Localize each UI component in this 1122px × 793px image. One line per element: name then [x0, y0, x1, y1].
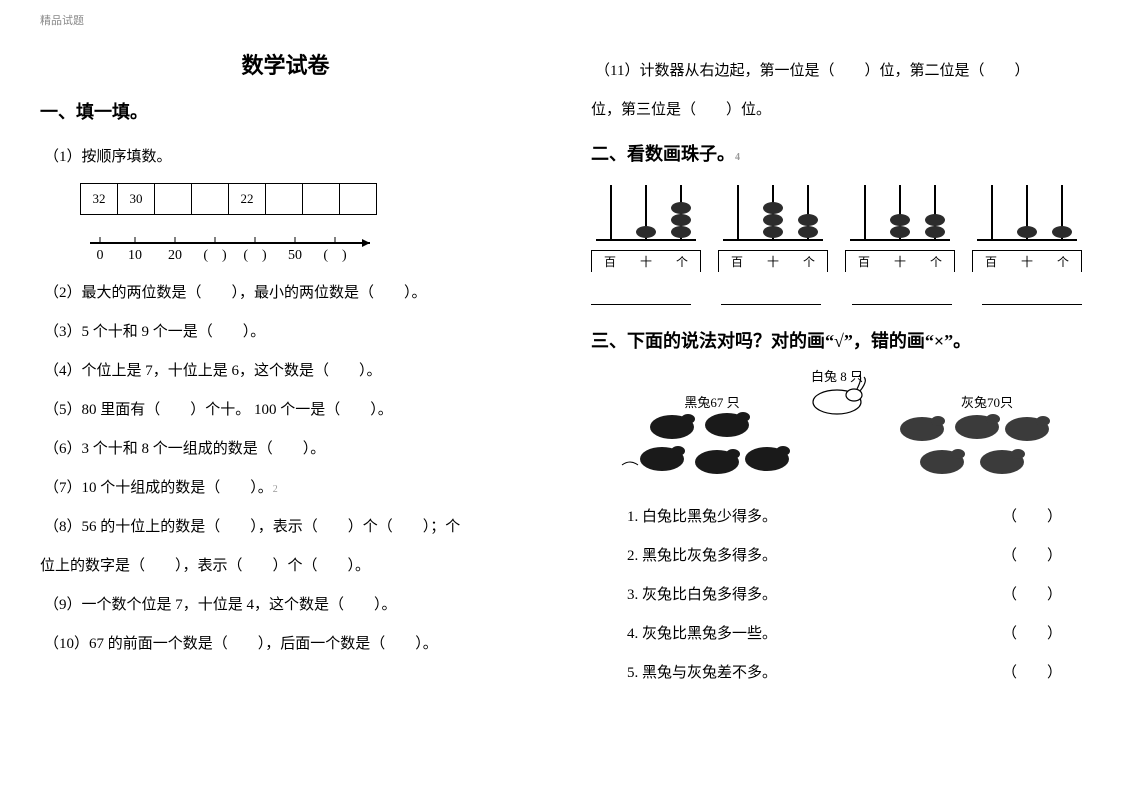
seq-cell [303, 184, 340, 215]
seq-cell [155, 184, 192, 215]
q1: （1）按顺序填数。 [40, 138, 531, 177]
tf-blank: （ ） [1002, 537, 1062, 576]
answer-blank [852, 290, 952, 305]
seq-cell [192, 184, 229, 215]
tf-blank: （ ） [1002, 576, 1062, 615]
svg-text:10: 10 [128, 248, 142, 263]
tf-item: 4. 灰兔比黑兔多一些。 （ ） [591, 615, 1082, 654]
answer-blank [982, 290, 1082, 305]
seq-cell [340, 184, 377, 215]
section-1-heading: 一、填一填。 [40, 98, 531, 124]
abacus-col-label: 十 [767, 253, 779, 270]
q5: （5）80 里面有（ ）个十。 100 个一是（ ）。 [40, 391, 531, 430]
q3: （3）5 个十和 9 个一是（ ）。 [40, 313, 531, 352]
section-2-heading: 二、看数画珠子。4 [591, 140, 1082, 166]
svg-text:( ): ( ) [203, 248, 227, 263]
answer-blanks-row [591, 290, 1082, 305]
tf-text: 1. 白兔比黑兔少得多。 [627, 498, 777, 537]
abacus-row: 百十个百十个百十个百十个 [591, 180, 1082, 272]
q9: （9）一个数个位是 7，十位是 4，这个数是（ ）。 [40, 586, 531, 625]
q11b: 位，第三位是（ ）位。 [591, 91, 1082, 130]
abacus: 百十个 [591, 180, 701, 272]
tf-blank: （ ） [1002, 654, 1062, 693]
abacus-col-label: 十 [894, 253, 906, 270]
q4: （4）个位上是 7，十位上是 6，这个数是（ ）。 [40, 352, 531, 391]
q7: （7）10 个十组成的数是（ ）。2 [40, 469, 531, 508]
tf-item: 5. 黑兔与灰兔差不多。 （ ） [591, 654, 1082, 693]
right-column: （11）计数器从右边起，第一位是（ ）位，第二位是（ ） 位，第三位是（ ）位。… [591, 48, 1082, 693]
abacus: 百十个 [972, 180, 1082, 272]
abacus-col-label: 百 [731, 253, 743, 270]
seq-cell: 30 [118, 184, 155, 215]
tf-item: 2. 黑兔比灰兔多得多。 （ ） [591, 537, 1082, 576]
q8a: （8）56 的十位上的数是（ ），表示（ ）个（ ）；个 [40, 508, 531, 547]
abacus-col-label: 百 [985, 253, 997, 270]
abacus-col-label: 个 [676, 253, 688, 270]
abacus-col-label: 百 [604, 253, 616, 270]
left-column: 数学试卷 一、填一填。 （1）按顺序填数。 32 30 22 [40, 48, 531, 693]
svg-text:白兔 8 只: 白兔 8 只 [810, 369, 862, 384]
abacus-col-label: 个 [930, 253, 942, 270]
answer-blank [721, 290, 821, 305]
q2: （2）最大的两位数是（ ），最小的两位数是（ ）。 [40, 274, 531, 313]
tf-item: 1. 白兔比黑兔少得多。 （ ） [591, 498, 1082, 537]
abacus-col-label: 个 [1057, 253, 1069, 270]
abacus: 百十个 [845, 180, 955, 272]
q10: （10）67 的前面一个数是（ ），后面一个数是（ ）。 [40, 625, 531, 664]
q11a: （11）计数器从右边起，第一位是（ ）位，第二位是（ ） [591, 52, 1082, 91]
exam-title: 数学试卷 [40, 48, 531, 80]
tf-item: 3. 灰兔比白兔多得多。 （ ） [591, 576, 1082, 615]
sequence-table: 32 30 22 [80, 183, 377, 215]
number-line: 0 10 20 ( ) ( ) 50 ( ) [80, 223, 531, 268]
tf-blank: （ ） [1002, 498, 1062, 537]
svg-text:20: 20 [168, 248, 182, 263]
q6: （6）3 个十和 8 个一组成的数是（ ）。 [40, 430, 531, 469]
seq-cell [266, 184, 303, 215]
section-3-heading: 三、下面的说法对吗？对的画“√”，错的画“×”。 [591, 327, 1082, 353]
abacus-col-label: 十 [640, 253, 652, 270]
svg-text:( ): ( ) [243, 248, 267, 263]
svg-text:50: 50 [288, 248, 302, 263]
abacus: 百十个 [718, 180, 828, 272]
true-false-list: 1. 白兔比黑兔少得多。（ ）2. 黑兔比灰兔多得多。（ ）3. 灰兔比白兔多得… [591, 498, 1082, 693]
tf-text: 4. 灰兔比黑兔多一些。 [627, 615, 777, 654]
svg-text:( ): ( ) [323, 248, 347, 263]
abacus-col-label: 个 [803, 253, 815, 270]
svg-text:黑兔67 只: 黑兔67 只 [684, 395, 739, 410]
seq-cell: 22 [229, 184, 266, 215]
answer-blank [591, 290, 691, 305]
q8b: 位上的数字是（ ），表示（ ）个（ ）。 [40, 547, 531, 586]
header-tiny: 精品试题 [40, 12, 1082, 28]
rabbits-figure: 白兔 8 只 黑兔67 只 灰兔70只 [591, 367, 1082, 492]
tf-text: 3. 灰兔比白兔多得多。 [627, 576, 777, 615]
tf-text: 5. 黑兔与灰兔差不多。 [627, 654, 777, 693]
seq-cell: 32 [81, 184, 118, 215]
tf-blank: （ ） [1002, 615, 1062, 654]
abacus-col-label: 百 [858, 253, 870, 270]
svg-text:0: 0 [97, 248, 104, 263]
tf-text: 2. 黑兔比灰兔多得多。 [627, 537, 777, 576]
abacus-col-label: 十 [1021, 253, 1033, 270]
svg-text:灰兔70只: 灰兔70只 [960, 395, 1012, 410]
